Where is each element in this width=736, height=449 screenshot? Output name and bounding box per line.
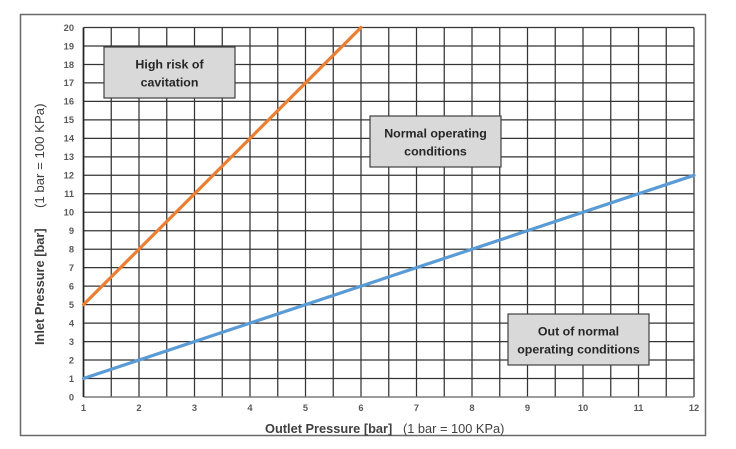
svg-text:5: 5	[69, 300, 74, 310]
svg-text:6: 6	[69, 281, 74, 291]
svg-text:12: 12	[689, 403, 699, 413]
svg-text:18: 18	[64, 60, 74, 70]
svg-text:4: 4	[69, 318, 75, 328]
svg-text:11: 11	[64, 189, 74, 199]
svg-text:Inlet Pressure [bar]: Inlet Pressure [bar]	[32, 228, 47, 345]
svg-text:17: 17	[64, 78, 74, 88]
svg-text:(1 bar = 100 KPa): (1 bar = 100 KPa)	[32, 104, 47, 208]
svg-text:4: 4	[247, 403, 253, 413]
svg-text:14: 14	[64, 134, 75, 144]
svg-text:7: 7	[69, 263, 74, 273]
svg-text:2: 2	[69, 355, 74, 365]
svg-text:6: 6	[358, 403, 363, 413]
svg-text:0: 0	[69, 392, 74, 402]
svg-text:9: 9	[69, 226, 74, 236]
svg-text:20: 20	[64, 23, 74, 33]
svg-text:10: 10	[578, 403, 588, 413]
svg-text:1: 1	[69, 374, 74, 384]
svg-text:Normal operating: Normal operating	[384, 126, 487, 140]
svg-text:10: 10	[64, 208, 74, 218]
svg-text:1: 1	[81, 403, 86, 413]
svg-text:15: 15	[64, 115, 74, 125]
svg-text:8: 8	[69, 245, 74, 255]
svg-text:5: 5	[303, 403, 308, 413]
svg-text:7: 7	[414, 403, 419, 413]
svg-text:16: 16	[64, 97, 74, 107]
svg-text:8: 8	[469, 403, 474, 413]
svg-text:3: 3	[69, 337, 74, 347]
svg-text:12: 12	[64, 171, 74, 181]
svg-text:operating conditions: operating conditions	[517, 343, 640, 357]
svg-text:High risk of: High risk of	[135, 57, 204, 71]
svg-text:19: 19	[64, 41, 74, 51]
svg-text:3: 3	[192, 403, 197, 413]
svg-text:13: 13	[64, 152, 74, 162]
svg-text:cavitation: cavitation	[141, 76, 199, 90]
svg-text:Out of normal: Out of normal	[538, 324, 619, 338]
svg-text:conditions: conditions	[404, 145, 467, 159]
svg-text:11: 11	[634, 403, 644, 413]
svg-text:(1 bar = 100 KPa): (1 bar = 100 KPa)	[403, 421, 504, 436]
svg-text:Outlet Pressure [bar]: Outlet Pressure [bar]	[265, 421, 392, 436]
svg-text:9: 9	[525, 403, 530, 413]
svg-text:2: 2	[136, 403, 141, 413]
